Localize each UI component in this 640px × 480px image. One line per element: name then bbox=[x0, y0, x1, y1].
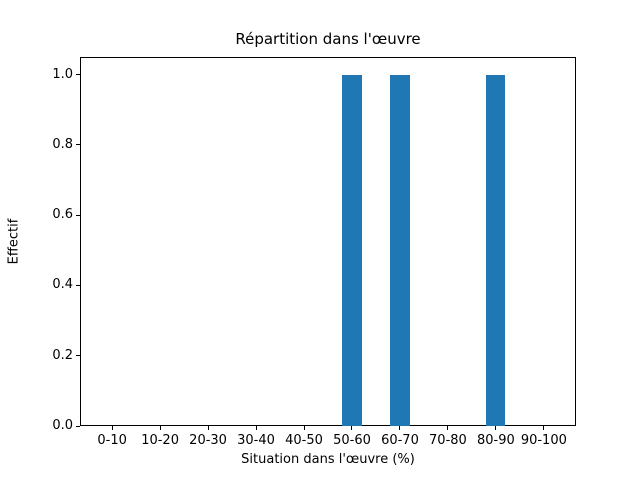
x-tick-mark bbox=[303, 426, 305, 430]
y-tick-mark bbox=[76, 144, 80, 146]
y-axis-label: Effectif bbox=[6, 218, 22, 265]
y-tick-label: 0.2 bbox=[52, 347, 73, 363]
x-tick-label: 40-50 bbox=[285, 433, 323, 448]
y-tick-label: 0.4 bbox=[52, 277, 73, 293]
x-tick-label: 90-100 bbox=[520, 433, 567, 448]
y-tick-mark bbox=[76, 74, 80, 76]
x-tick-label: 70-80 bbox=[429, 433, 467, 448]
x-tick-label: 10-20 bbox=[141, 433, 179, 448]
x-tick-mark bbox=[255, 426, 257, 430]
x-tick-label: 0-10 bbox=[97, 433, 127, 448]
x-axis-label: Situation dans l'œuvre (%) bbox=[241, 452, 415, 467]
x-tick-label: 20-30 bbox=[189, 433, 227, 448]
y-tick-label: 0.0 bbox=[52, 418, 73, 433]
x-tick-mark bbox=[495, 426, 497, 430]
bar-50-60 bbox=[342, 74, 362, 426]
x-tick-mark bbox=[543, 426, 545, 430]
y-tick-mark bbox=[76, 214, 80, 216]
x-tick-mark bbox=[447, 426, 449, 430]
x-tick-mark bbox=[207, 426, 209, 430]
y-tick-mark bbox=[76, 355, 80, 357]
x-tick-label: 30-40 bbox=[237, 433, 275, 448]
x-tick-mark bbox=[399, 426, 401, 430]
y-tick-label: 1.0 bbox=[52, 66, 73, 82]
x-tick-mark bbox=[159, 426, 161, 430]
chart-title: Répartition dans l'œuvre bbox=[235, 30, 421, 48]
y-tick-label: 0.6 bbox=[52, 207, 73, 223]
x-tick-label: 60-70 bbox=[381, 433, 419, 448]
x-tick-label: 80-90 bbox=[477, 433, 515, 448]
bar-60-70 bbox=[390, 74, 410, 426]
x-tick-mark bbox=[351, 426, 353, 430]
x-tick-mark bbox=[111, 426, 113, 430]
y-tick-mark bbox=[76, 425, 80, 427]
y-tick-label: 0.8 bbox=[52, 136, 73, 152]
bar-80-90 bbox=[486, 74, 506, 426]
y-tick-mark bbox=[76, 284, 80, 286]
x-tick-label: 50-60 bbox=[333, 433, 371, 448]
